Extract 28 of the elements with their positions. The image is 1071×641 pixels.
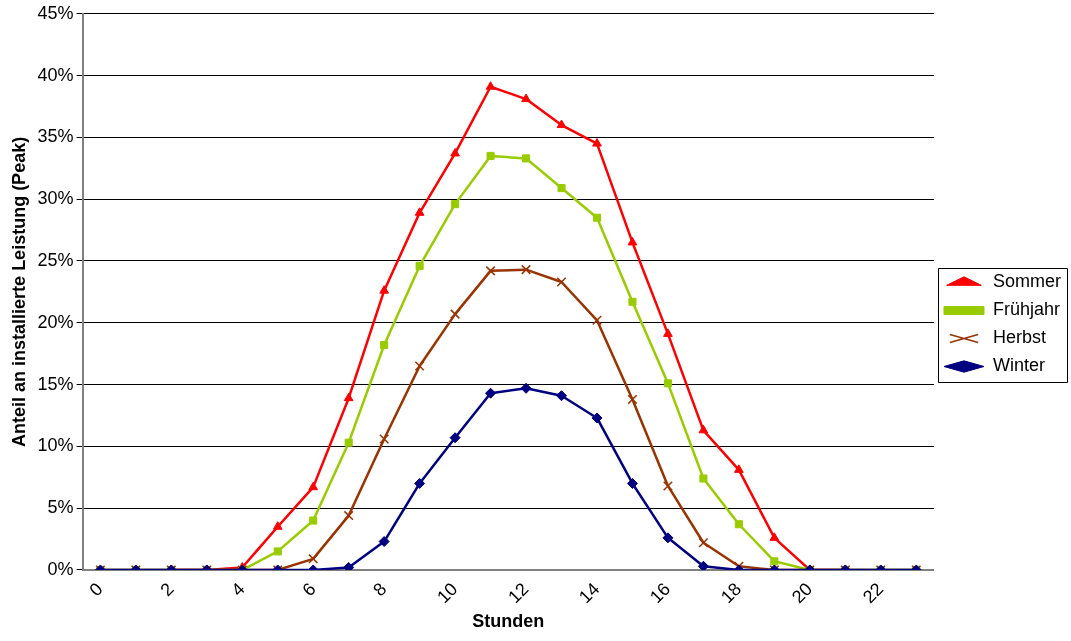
x-tick-label: 22 (858, 578, 888, 608)
x-tick-label: 20 (787, 578, 817, 608)
y-tick-label: 5% (47, 497, 74, 518)
y-axis-title: Anteil an installierte Leistung (Peak) (8, 136, 29, 447)
x-tick-label: 4 (227, 578, 249, 601)
y-tick-label: 10% (37, 435, 74, 456)
x-axis-title: Stunden (472, 611, 545, 632)
x-tick-label: 14 (575, 578, 604, 608)
y-tick-label: 30% (37, 188, 74, 209)
y-tick-label: 40% (37, 64, 74, 85)
y-tick-label: 45% (37, 2, 74, 23)
x-tick-label: 8 (369, 578, 391, 601)
x-tick-label: 0 (85, 578, 107, 601)
legend-label: Frühjahr (992, 299, 1061, 320)
y-tick-label: 25% (37, 249, 74, 270)
legend-label: Herbst (992, 327, 1047, 348)
x-tick-label: 6 (298, 578, 320, 601)
x-tick-label: 10 (433, 578, 462, 608)
y-tick-label: 0% (47, 558, 74, 579)
y-tick-label: 35% (37, 126, 74, 147)
legend-label: Winter (992, 355, 1046, 376)
legend-label: Sommer (992, 271, 1062, 292)
y-tick-label: 20% (37, 311, 74, 332)
x-tick-label: 12 (504, 578, 533, 608)
x-tick-label: 2 (156, 578, 178, 601)
x-tick-label: 16 (645, 578, 675, 608)
y-tick-label: 15% (37, 373, 74, 394)
x-tick-label: 18 (716, 578, 746, 608)
